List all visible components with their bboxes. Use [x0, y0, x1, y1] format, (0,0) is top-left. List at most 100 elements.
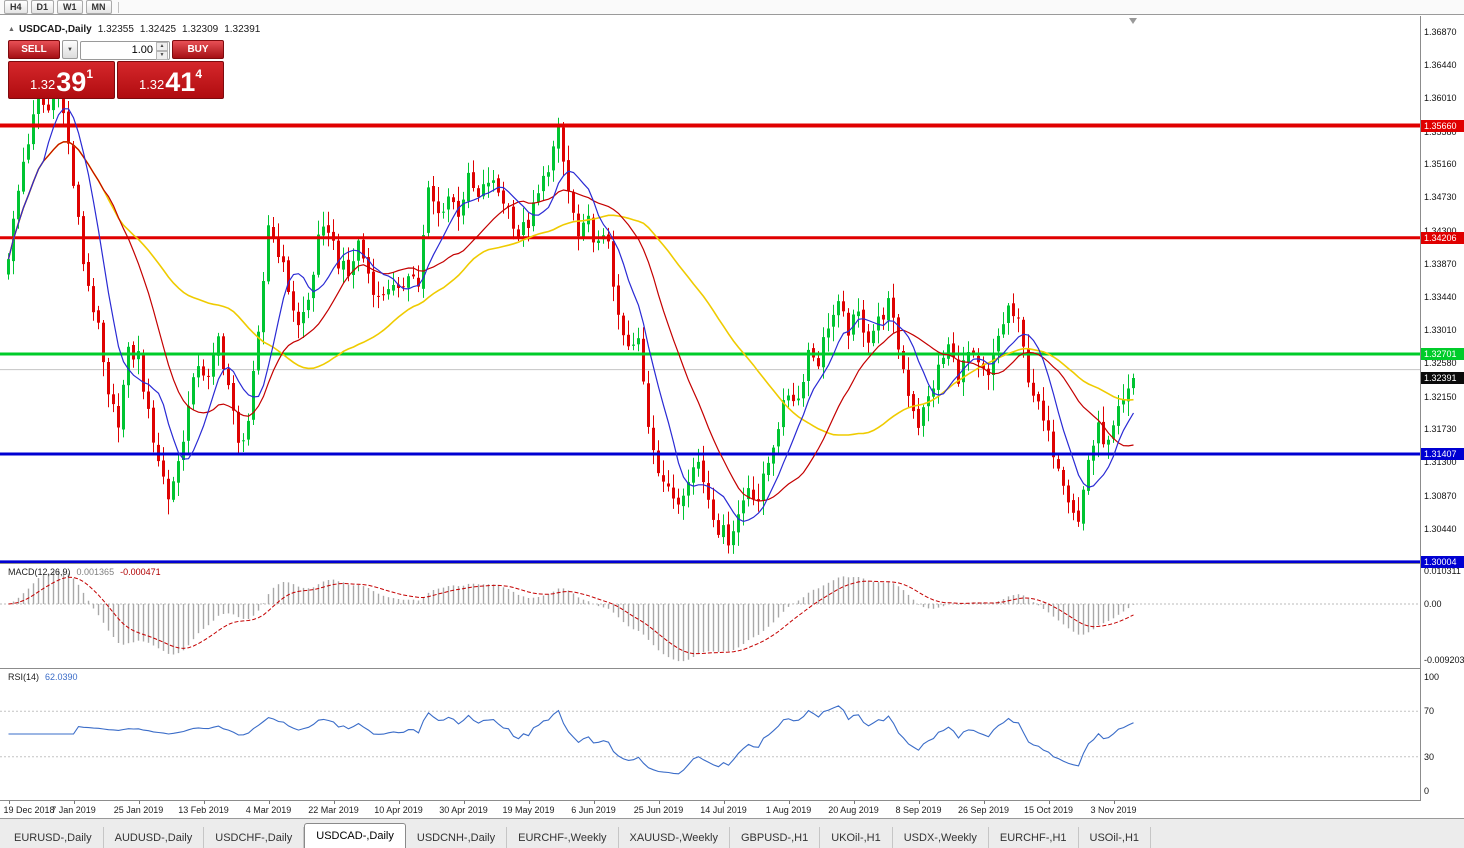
price-scale-tick: 1.31300 — [1421, 457, 1464, 469]
timeframe-button-d1[interactable]: D1 — [30, 0, 55, 14]
chart-tab-usdx-weekly[interactable]: USDX-,Weekly — [892, 827, 989, 848]
date-label: 30 Apr 2019 — [439, 805, 488, 815]
date-label: 4 Mar 2019 — [245, 805, 292, 815]
rsi-indicator-panel[interactable] — [0, 669, 1420, 799]
price-scale[interactable]: 1.36870 1.36440 1.36010 1.35580 1.35160 1.347… — [1421, 16, 1464, 801]
time-tick — [1048, 801, 1050, 804]
time-tick — [723, 801, 725, 804]
date-label: 13 Feb 2019 — [178, 805, 229, 815]
candles — [7, 77, 1135, 554]
chart-tab-xauusd-weekly[interactable]: XAUUSD-,Weekly — [618, 827, 730, 848]
chart-tab-eurchf-h1[interactable]: EURCHF-,H1 — [988, 827, 1079, 848]
order-type-dropdown[interactable]: ▼ — [62, 40, 78, 59]
macd-indicator-panel[interactable] — [0, 564, 1420, 667]
level-price-label: 1.30004 — [1421, 556, 1464, 569]
price-scale-tick: 1.30440 — [1421, 523, 1464, 535]
timeframe-button-w1[interactable]: W1 — [57, 0, 83, 14]
level-price-label: 1.35660 — [1421, 119, 1464, 132]
chart-tab-gbpusd-h1[interactable]: GBPUSD-,H1 — [729, 827, 821, 848]
time-tick — [398, 801, 400, 804]
sell-price-big: 39 — [56, 67, 87, 97]
price-scale-tick: 1.33440 — [1421, 292, 1464, 303]
level-price-label: 1.32701 — [1421, 348, 1464, 360]
timeframe-button-h4[interactable]: H4 — [4, 0, 28, 14]
date-label: 6 Jun 2019 — [571, 805, 616, 815]
chart-tab-eurchf-weekly[interactable]: EURCHF-,Weekly — [507, 827, 619, 848]
ohlc-open: 1.32355 — [97, 24, 134, 35]
ma-slow-line — [7, 140, 1134, 436]
macd-scale-bottom: -0.009203 — [1421, 655, 1464, 666]
macd-main-value: 0.001365 — [76, 567, 115, 577]
timeframe-toolbar: H4 D1 W1 MN — [0, 0, 1464, 15]
price-scale-tick: 1.31730 — [1421, 424, 1464, 436]
date-label: 8 Sep 2019 — [895, 805, 942, 815]
time-tick — [203, 801, 205, 804]
price-scale-tick: 1.36870 — [1421, 27, 1464, 38]
macd-label: MACD(12,26,9) 0.001365 -0.000471 — [8, 567, 161, 577]
volume-decrease-button[interactable]: ▼ — [156, 51, 168, 60]
chart-tab-audusd-daily[interactable]: AUDUSD-,Daily — [103, 827, 205, 848]
chart-tab-usdchf-daily[interactable]: USDCHF-,Daily — [204, 827, 305, 848]
price-chart[interactable] — [0, 16, 1420, 563]
buy-price-big: 41 — [165, 67, 196, 97]
ohlc-high: 1.32425 — [139, 24, 177, 35]
panel-separator[interactable] — [0, 563, 1464, 564]
date-label: 10 Apr 2019 — [374, 805, 423, 815]
chart-title: ▲ USDCAD-,Daily 1.32355 1.32425 1.32309 1.323… — [8, 24, 260, 35]
price-scale-tick: 1.35580 — [1421, 126, 1464, 138]
rsi-scale-tick: 30 — [1421, 751, 1464, 763]
chart-tab-usdcad-daily[interactable]: USDCAD-,Daily — [304, 823, 406, 848]
price-scale-tick: 1.32150 — [1421, 391, 1464, 403]
chart-tab-usoil-h1[interactable]: USOil-,H1 — [1078, 827, 1152, 848]
time-tick — [528, 801, 530, 804]
sell-price-display[interactable]: 1.32 39 1 — [8, 61, 115, 99]
sell-price-small: 1.32 — [29, 77, 56, 92]
time-tick — [138, 801, 140, 804]
rsi-name: RSI(14) — [8, 672, 40, 682]
volume-input[interactable] — [80, 40, 170, 60]
macd-scale-top: 0.010311 — [1421, 566, 1464, 577]
price-scale-tick: 1.33870 — [1421, 258, 1464, 270]
time-tick — [463, 801, 465, 804]
panel-separator[interactable] — [0, 668, 1464, 669]
time-tick — [853, 801, 855, 804]
chart-tab-ukoil-h1[interactable]: UKOil-,H1 — [820, 827, 893, 848]
rsi-scale-tick: 70 — [1421, 706, 1464, 718]
ma-mid-line — [7, 141, 1134, 502]
date-label: 20 Aug 2019 — [828, 805, 879, 815]
price-scale-tick: 1.32580 — [1421, 358, 1464, 370]
chart-tab-bar: EURUSD-,Daily AUDUSD-,Daily USDCHF-,Daily U… — [0, 818, 1464, 848]
buy-price-small: 1.32 — [138, 77, 165, 92]
macd-signal-value: -0.000471 — [120, 567, 161, 577]
date-label: 14 Jul 2019 — [700, 805, 747, 815]
time-tick — [788, 801, 790, 804]
timeframe-button-mn[interactable]: MN — [85, 0, 112, 14]
date-label: 1 Aug 2019 — [765, 805, 812, 815]
time-tick — [268, 801, 270, 804]
level-price-label: 1.31407 — [1421, 448, 1464, 460]
time-tick — [8, 801, 10, 804]
chart-shift-marker[interactable] — [1129, 18, 1137, 24]
one-click-collapse-icon[interactable]: ▲ — [8, 26, 15, 33]
chart-tab-eurusd-daily[interactable]: EURUSD-,Daily — [3, 827, 104, 848]
chart-tab-usdcnh-daily[interactable]: USDCNH-,Daily — [405, 827, 508, 848]
date-label: 3 Nov 2019 — [1090, 805, 1137, 815]
price-scale-tick: 1.33010 — [1421, 325, 1464, 337]
volume-increase-button[interactable]: ▲ — [156, 42, 168, 51]
date-label: 25 Jan 2019 — [113, 805, 164, 815]
chart-symbol-label: USDCAD-,Daily — [18, 24, 92, 35]
price-scale-tick: 1.36010 — [1421, 93, 1464, 105]
price-scale-tick: 1.34730 — [1421, 192, 1464, 204]
time-axis-separator — [0, 800, 1464, 801]
buy-button[interactable]: BUY — [172, 40, 224, 59]
time-tick — [918, 801, 920, 804]
sell-button[interactable]: SELL — [8, 40, 60, 59]
date-label: 26 Sep 2019 — [957, 805, 1010, 815]
macd-histogram — [12, 570, 1135, 662]
volume-field-wrap: ▲ ▼ — [80, 40, 170, 60]
buy-price-display[interactable]: 1.32 41 4 — [117, 61, 224, 99]
price-scale-separator — [1420, 16, 1421, 801]
time-axis[interactable]: 19 Dec 2018 7 Jan 2019 25 Jan 2019 13 Feb 2… — [0, 801, 1420, 818]
date-label: 25 Jun 2019 — [633, 805, 684, 815]
